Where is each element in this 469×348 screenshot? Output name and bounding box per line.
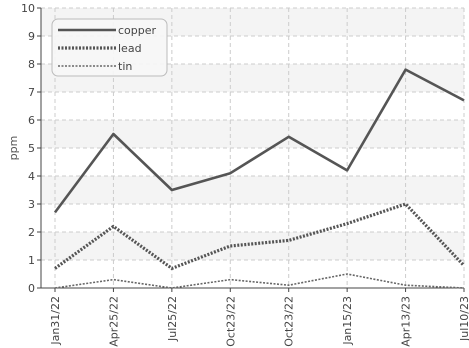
band-3	[41, 176, 464, 204]
legend-label-tin: tin	[118, 60, 132, 73]
legend-box	[51, 18, 168, 77]
x-tick-label: Jul10/23	[458, 296, 469, 342]
legend: copper lead tin	[51, 18, 168, 77]
legend-label-lead: lead	[118, 42, 142, 55]
x-tick-label: Apr13/23	[400, 296, 413, 347]
y-tick-label: 2	[28, 226, 35, 239]
band-1	[41, 232, 464, 260]
y-tick-labels: 0 1 2 3 4 5 6 7 8 9 10	[21, 2, 41, 295]
y-tick-label: 0	[28, 282, 35, 295]
x-tick-label: Apr25/22	[107, 296, 120, 347]
series-line-copper	[53, 68, 465, 214]
y-tick-label: 3	[28, 198, 35, 211]
x-tick-label: Jan15/23	[341, 296, 354, 346]
y-tick-label: 9	[28, 30, 35, 43]
x-tick-label: Oct23/22	[283, 296, 296, 347]
y-tick-label: 8	[28, 58, 35, 71]
x-tick-label: Jul25/22	[166, 296, 179, 342]
series-lines	[53, 68, 466, 289]
x-tick-label: Jan31/22	[49, 296, 62, 346]
series-line-lead	[54, 202, 466, 270]
y-tick-label: 10	[21, 2, 35, 15]
y-axis-label: ppm	[7, 136, 20, 161]
y-tick-label: 7	[28, 86, 35, 99]
legend-label-copper: copper	[118, 24, 157, 37]
x-tick-label: Oct23/22	[224, 296, 237, 347]
y-tick-label: 4	[28, 170, 35, 183]
y-tick-label: 1	[28, 254, 35, 267]
y-tick-label: 5	[28, 142, 35, 155]
y-tick-label: 6	[28, 114, 35, 127]
band-5	[41, 120, 464, 148]
series-line-tin	[54, 273, 465, 289]
x-tick-labels: Jan31/22 Apr25/22 Jul25/22 Oct23/22 Oct23/22…	[49, 288, 469, 347]
